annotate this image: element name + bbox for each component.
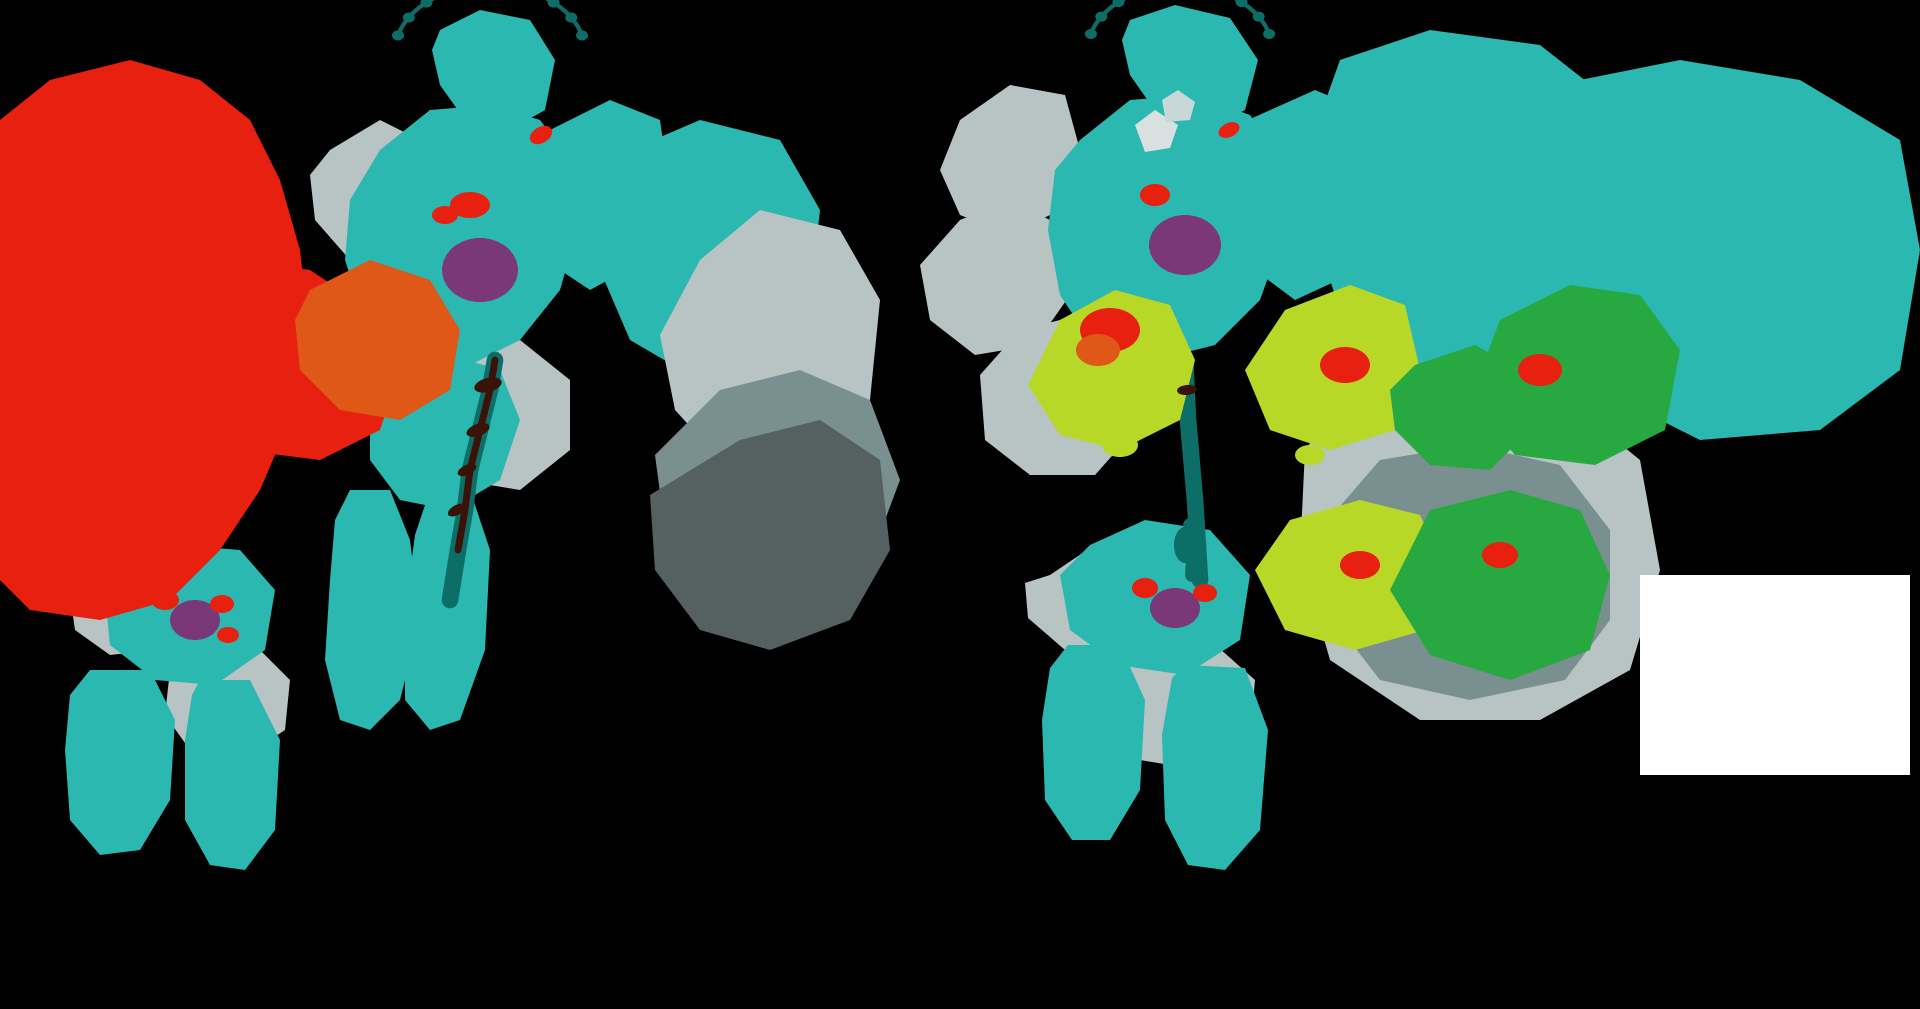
Polygon shape: [1471, 285, 1680, 465]
Polygon shape: [424, 340, 570, 490]
Ellipse shape: [1173, 527, 1196, 563]
Polygon shape: [1043, 645, 1144, 840]
Polygon shape: [920, 200, 1069, 355]
Polygon shape: [1390, 345, 1524, 470]
Ellipse shape: [171, 600, 221, 640]
Ellipse shape: [1340, 551, 1380, 579]
Polygon shape: [1329, 445, 1611, 700]
Ellipse shape: [1252, 12, 1265, 21]
Ellipse shape: [1192, 584, 1217, 602]
Ellipse shape: [1140, 184, 1169, 206]
Ellipse shape: [1085, 29, 1096, 39]
Polygon shape: [1244, 285, 1421, 450]
Ellipse shape: [403, 12, 415, 22]
Ellipse shape: [1112, 0, 1125, 7]
Ellipse shape: [1236, 0, 1248, 7]
Polygon shape: [1025, 548, 1140, 650]
Polygon shape: [0, 60, 309, 620]
Ellipse shape: [467, 423, 490, 437]
Polygon shape: [106, 545, 275, 685]
Polygon shape: [941, 85, 1079, 235]
Ellipse shape: [547, 0, 559, 8]
Polygon shape: [296, 260, 461, 420]
Polygon shape: [1256, 500, 1446, 650]
Ellipse shape: [1177, 385, 1196, 396]
Polygon shape: [65, 670, 175, 855]
Polygon shape: [1162, 90, 1194, 122]
Ellipse shape: [1079, 308, 1140, 352]
Ellipse shape: [1482, 542, 1519, 568]
Ellipse shape: [1263, 29, 1275, 39]
Polygon shape: [979, 315, 1135, 475]
Ellipse shape: [564, 12, 578, 22]
Ellipse shape: [1102, 433, 1139, 457]
Ellipse shape: [392, 30, 403, 40]
Polygon shape: [371, 355, 520, 510]
Ellipse shape: [1519, 354, 1563, 386]
Polygon shape: [1390, 490, 1611, 680]
Ellipse shape: [152, 590, 179, 610]
Polygon shape: [660, 210, 879, 470]
Polygon shape: [651, 420, 891, 650]
Ellipse shape: [432, 206, 459, 224]
Polygon shape: [1027, 290, 1194, 450]
Polygon shape: [184, 680, 280, 870]
Ellipse shape: [1219, 122, 1240, 138]
Polygon shape: [405, 490, 490, 730]
Polygon shape: [1060, 520, 1250, 675]
Polygon shape: [1135, 110, 1179, 152]
Ellipse shape: [474, 377, 501, 393]
Polygon shape: [69, 555, 175, 655]
Polygon shape: [1048, 95, 1284, 360]
Ellipse shape: [1148, 215, 1221, 275]
Bar: [1640, 575, 1910, 775]
Ellipse shape: [1133, 578, 1158, 598]
Ellipse shape: [217, 627, 238, 643]
Ellipse shape: [457, 464, 476, 476]
Polygon shape: [432, 10, 555, 130]
Ellipse shape: [1150, 588, 1200, 628]
Ellipse shape: [447, 503, 467, 517]
Ellipse shape: [530, 126, 553, 144]
Ellipse shape: [1321, 347, 1371, 383]
Polygon shape: [599, 120, 820, 375]
Ellipse shape: [1294, 445, 1325, 465]
Polygon shape: [324, 490, 420, 730]
Polygon shape: [1300, 370, 1661, 720]
Ellipse shape: [209, 595, 234, 613]
Polygon shape: [1121, 5, 1258, 130]
Polygon shape: [1309, 30, 1630, 365]
Polygon shape: [150, 260, 399, 460]
Polygon shape: [315, 270, 461, 415]
Ellipse shape: [420, 0, 432, 8]
Polygon shape: [1233, 90, 1390, 300]
Polygon shape: [1555, 60, 1920, 440]
Polygon shape: [1106, 640, 1256, 770]
Polygon shape: [530, 100, 670, 290]
Polygon shape: [165, 645, 290, 760]
Polygon shape: [655, 370, 900, 600]
Polygon shape: [309, 120, 430, 260]
Ellipse shape: [449, 192, 490, 218]
Ellipse shape: [1094, 12, 1108, 21]
Ellipse shape: [442, 238, 518, 302]
Polygon shape: [346, 105, 580, 365]
Ellipse shape: [1075, 334, 1119, 366]
Polygon shape: [1162, 665, 1267, 870]
Ellipse shape: [576, 30, 588, 40]
